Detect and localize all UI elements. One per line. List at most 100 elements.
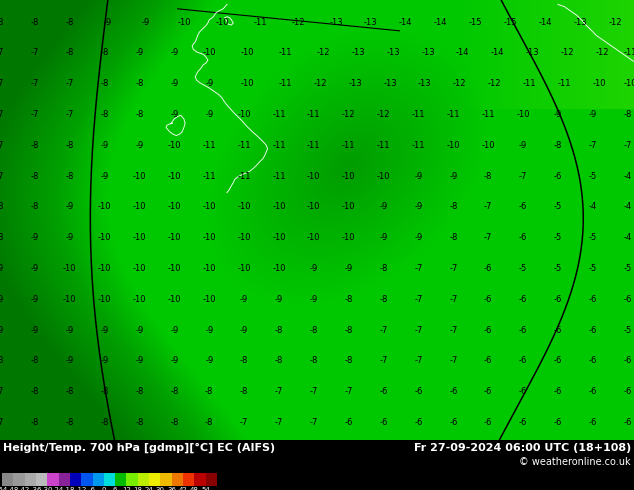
Text: -6: -6 [519, 294, 527, 304]
Text: -8: -8 [240, 387, 249, 396]
Text: -6: -6 [484, 356, 493, 366]
Text: -10: -10 [167, 294, 181, 304]
Text: -8: -8 [100, 49, 109, 57]
Text: -7: -7 [309, 387, 318, 396]
Text: -6: -6 [519, 356, 527, 366]
Text: -6: -6 [484, 387, 493, 396]
Text: -48: -48 [8, 487, 19, 490]
Text: -10: -10 [202, 264, 216, 273]
Text: -6: -6 [623, 387, 632, 396]
Text: -10: -10 [237, 202, 251, 211]
Text: -8: -8 [449, 202, 458, 211]
Text: -14: -14 [538, 18, 552, 26]
Text: -6: -6 [379, 418, 388, 427]
Text: -6: -6 [623, 294, 632, 304]
Text: -10: -10 [202, 233, 216, 242]
Text: -10: -10 [342, 172, 356, 180]
Text: -4: -4 [623, 172, 632, 180]
Text: -54: -54 [0, 487, 8, 490]
Text: -10: -10 [307, 172, 321, 180]
Bar [183, 473, 195, 486]
Text: -8: -8 [344, 294, 353, 304]
Text: -8: -8 [309, 356, 318, 366]
Text: -5: -5 [588, 233, 597, 242]
Text: -9: -9 [65, 325, 74, 335]
Text: -10: -10 [63, 294, 77, 304]
Bar [205, 473, 217, 486]
Text: -7: -7 [449, 325, 458, 335]
Text: -8: -8 [170, 418, 179, 427]
Text: -7: -7 [414, 325, 423, 335]
Text: -7: -7 [484, 202, 493, 211]
Text: -9: -9 [553, 110, 562, 119]
Bar [138, 473, 149, 486]
Text: Fr 27-09-2024 06:00 UTC (18+108): Fr 27-09-2024 06:00 UTC (18+108) [414, 443, 631, 453]
Text: -6: -6 [588, 325, 597, 335]
Bar [25, 473, 36, 486]
Text: -13: -13 [351, 49, 365, 57]
Text: -10: -10 [240, 79, 254, 88]
Text: -12: -12 [75, 487, 87, 490]
Text: -10: -10 [133, 202, 146, 211]
Bar [2, 473, 13, 486]
Text: -13: -13 [329, 18, 343, 26]
Text: -10: -10 [377, 172, 391, 180]
Text: -8: -8 [0, 233, 4, 242]
Text: -8: -8 [344, 325, 353, 335]
Text: -10: -10 [215, 18, 229, 26]
Text: -6: -6 [414, 387, 423, 396]
Text: -6: -6 [553, 387, 562, 396]
Text: -7: -7 [449, 264, 458, 273]
Text: -8: -8 [100, 387, 109, 396]
Text: -8: -8 [379, 294, 388, 304]
Text: -6: -6 [623, 418, 632, 427]
Text: -10: -10 [98, 233, 112, 242]
Text: -9: -9 [100, 325, 109, 335]
Text: -9: -9 [30, 264, 39, 273]
Text: -10: -10 [167, 141, 181, 150]
Text: -6: -6 [519, 387, 527, 396]
Text: -8: -8 [170, 387, 179, 396]
Text: -8: -8 [65, 387, 74, 396]
Text: -9: -9 [170, 356, 179, 366]
Text: -9: -9 [30, 325, 39, 335]
Text: -7: -7 [275, 387, 283, 396]
Text: -10: -10 [307, 233, 321, 242]
Text: -7: -7 [30, 79, 39, 88]
Text: -13: -13 [383, 79, 397, 88]
Text: -8: -8 [65, 49, 74, 57]
Text: -10: -10 [133, 294, 146, 304]
Text: 18: 18 [133, 487, 142, 490]
Text: -7: -7 [0, 110, 4, 119]
Text: -8: -8 [205, 387, 214, 396]
Text: -5: -5 [588, 172, 597, 180]
Text: -11: -11 [253, 18, 267, 26]
Text: -8: -8 [0, 356, 4, 366]
Text: -7: -7 [0, 49, 4, 57]
Text: -14: -14 [456, 49, 470, 57]
Text: -9: -9 [309, 264, 318, 273]
Text: -13: -13 [526, 49, 540, 57]
Text: -11: -11 [272, 110, 286, 119]
Text: -10: -10 [624, 79, 634, 88]
Text: -8: -8 [65, 172, 74, 180]
Text: -10: -10 [167, 233, 181, 242]
Text: -7: -7 [0, 418, 4, 427]
Text: -8: -8 [135, 110, 144, 119]
Text: -11: -11 [446, 110, 460, 119]
Text: -6: -6 [519, 325, 527, 335]
Text: -9: -9 [588, 110, 597, 119]
Text: -8: -8 [135, 79, 144, 88]
Text: -8: -8 [30, 172, 39, 180]
Text: -9: -9 [240, 294, 249, 304]
Text: -9: -9 [135, 325, 144, 335]
Text: -6: -6 [553, 325, 562, 335]
Text: -6: -6 [588, 356, 597, 366]
Text: -12: -12 [342, 110, 356, 119]
Text: -10: -10 [342, 202, 356, 211]
Text: -12: -12 [313, 79, 327, 88]
Text: -10: -10 [516, 110, 530, 119]
Text: -7: -7 [379, 356, 388, 366]
Text: -7: -7 [0, 79, 4, 88]
Text: -12: -12 [453, 79, 467, 88]
